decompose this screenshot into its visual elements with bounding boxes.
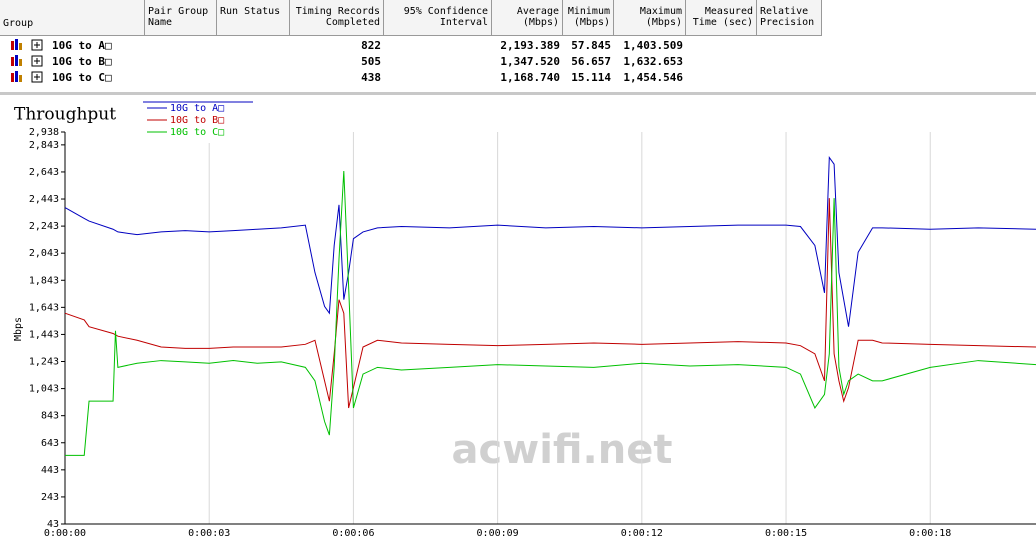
x-tick-label: 0:00:18 bbox=[909, 528, 951, 539]
x-tick-label: 0:00:03 bbox=[188, 528, 230, 539]
row-icons[interactable] bbox=[10, 70, 44, 84]
y-tick-label: 1,443 bbox=[29, 329, 59, 340]
x-tick-label: 0:00:06 bbox=[332, 528, 374, 539]
group-name: 10G to B□ bbox=[52, 55, 112, 68]
column-header[interactable]: Run Status bbox=[217, 0, 290, 36]
results-table: Group Pair Group Name Run Status Timing Rec… bbox=[0, 0, 1036, 95]
legend-label: 10G to B□ bbox=[170, 115, 224, 126]
minimum-value: 15.114 bbox=[571, 71, 611, 84]
y-axis-label: Mbps bbox=[13, 317, 24, 341]
column-header[interactable]: Relative Precision bbox=[757, 0, 822, 36]
column-header[interactable]: Pair Group Name bbox=[145, 0, 217, 36]
column-header[interactable]: Maximum (Mbps) bbox=[614, 0, 686, 36]
watermark: acwifi.net bbox=[452, 427, 673, 473]
column-header[interactable]: Average (Mbps) bbox=[492, 0, 563, 36]
y-tick-label: 2,938 bbox=[29, 127, 59, 138]
minimum-value: 56.657 bbox=[571, 55, 611, 68]
row-icons[interactable] bbox=[10, 38, 44, 52]
maximum-value: 1,403.509 bbox=[623, 39, 683, 52]
series-line bbox=[65, 170, 1036, 456]
column-header[interactable]: Measured Time (sec) bbox=[686, 0, 757, 36]
records-value: 505 bbox=[361, 55, 381, 68]
x-tick-label: 0:00:09 bbox=[477, 528, 519, 539]
y-tick-label: 643 bbox=[41, 438, 59, 449]
series-line bbox=[64, 198, 1036, 409]
average-value: 1,168.740 bbox=[500, 71, 560, 84]
x-tick-label: 0:00:00 bbox=[44, 528, 86, 539]
y-tick-label: 2,043 bbox=[29, 248, 59, 259]
y-tick-label: 2,843 bbox=[29, 140, 59, 151]
records-value: 438 bbox=[361, 71, 381, 84]
x-tick-label: 0:00:12 bbox=[621, 528, 663, 539]
column-header[interactable]: Group bbox=[0, 0, 145, 36]
chart-background bbox=[0, 95, 1036, 544]
y-tick-label: 43 bbox=[47, 519, 59, 530]
chart-title: Throughput bbox=[14, 105, 116, 125]
column-header[interactable]: Timing Records Completed bbox=[290, 0, 384, 36]
maximum-value: 1,632.653 bbox=[623, 55, 683, 68]
column-header[interactable]: Minimum (Mbps) bbox=[563, 0, 614, 36]
minimum-value: 57.845 bbox=[571, 39, 611, 52]
records-value: 822 bbox=[361, 39, 381, 52]
chart: Throughput Mbps acwifi.net 0:00:00 0:00:0… bbox=[0, 95, 1036, 544]
maximum-value: 1,454.546 bbox=[623, 71, 683, 84]
y-tick-label: 2,443 bbox=[29, 194, 59, 205]
y-tick-label: 1,043 bbox=[29, 384, 59, 395]
legend-label: 10G to C□ bbox=[170, 127, 224, 138]
legend-label: 10G to A□ bbox=[170, 103, 224, 114]
y-tick-label: 843 bbox=[41, 411, 59, 422]
y-tick-label: 2,243 bbox=[29, 221, 59, 232]
y-tick-label: 443 bbox=[41, 465, 59, 476]
series-line bbox=[64, 155, 1036, 327]
average-value: 2,193.389 bbox=[500, 39, 560, 52]
y-tick-label: 2,643 bbox=[29, 167, 59, 178]
average-value: 1,347.520 bbox=[500, 55, 560, 68]
y-tick-label: 1,643 bbox=[29, 302, 59, 313]
group-name: 10G to C□ bbox=[52, 71, 112, 84]
column-header[interactable]: 95% Confidence Interval bbox=[384, 0, 492, 36]
x-tick-label: 0:00:15 bbox=[765, 528, 807, 539]
row-icons[interactable] bbox=[10, 54, 44, 68]
y-tick-label: 1,843 bbox=[29, 275, 59, 286]
y-tick-label: 243 bbox=[41, 492, 59, 503]
group-name: 10G to A□ bbox=[52, 39, 112, 52]
y-tick-label: 1,243 bbox=[29, 357, 59, 368]
